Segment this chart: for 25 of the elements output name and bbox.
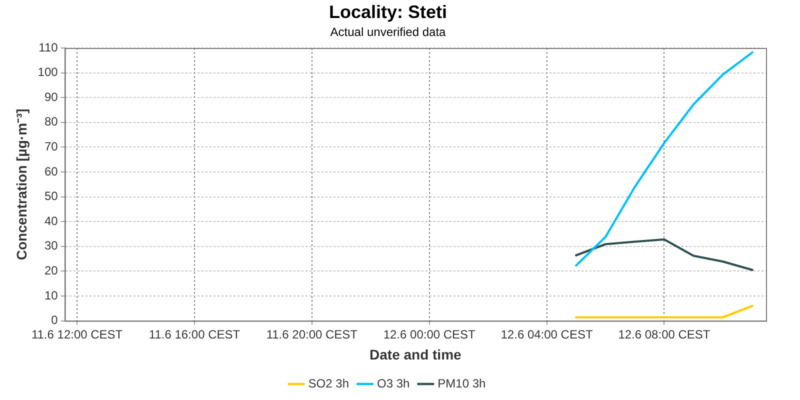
legend-label: PM10 3h [438,376,486,390]
y-tick-label: 60 [44,164,58,178]
y-tick-label: 70 [44,140,58,154]
x-tick-label: 11.6 20:00 CEST [266,327,358,342]
y-axis-title: Concentration [µg·m⁻³] [13,108,30,260]
y-tick-label: 80 [44,114,58,129]
legend-label: SO2 3h [308,376,349,390]
y-tick-label: 100 [38,65,58,80]
y-tick-label: 50 [44,189,58,204]
x-tick-label: 11.6 12:00 CEST [31,327,124,342]
x-tick-label: 12.6 00:00 CEST [383,327,476,342]
y-tick-label: 40 [44,214,58,228]
x-axis-title: Date and time [370,346,462,362]
legend-label: O3 3h [376,376,410,390]
y-tick-label: 0 [51,313,58,328]
y-tick-label: 110 [38,40,58,54]
x-tick-label: 12.6 04:00 CEST [500,327,594,342]
chart-subtitle: Actual unverified data [330,25,446,40]
x-tick-label: 12.6 08:00 CEST [618,327,711,342]
y-tick-label: 90 [44,90,58,104]
y-tick-label: 30 [44,238,58,253]
y-tick-label: 10 [44,288,58,302]
chart-title: Locality: Steti [328,2,448,22]
x-tick-label: 11.6 16:00 CEST [148,327,241,342]
y-tick-label: 20 [44,264,58,278]
